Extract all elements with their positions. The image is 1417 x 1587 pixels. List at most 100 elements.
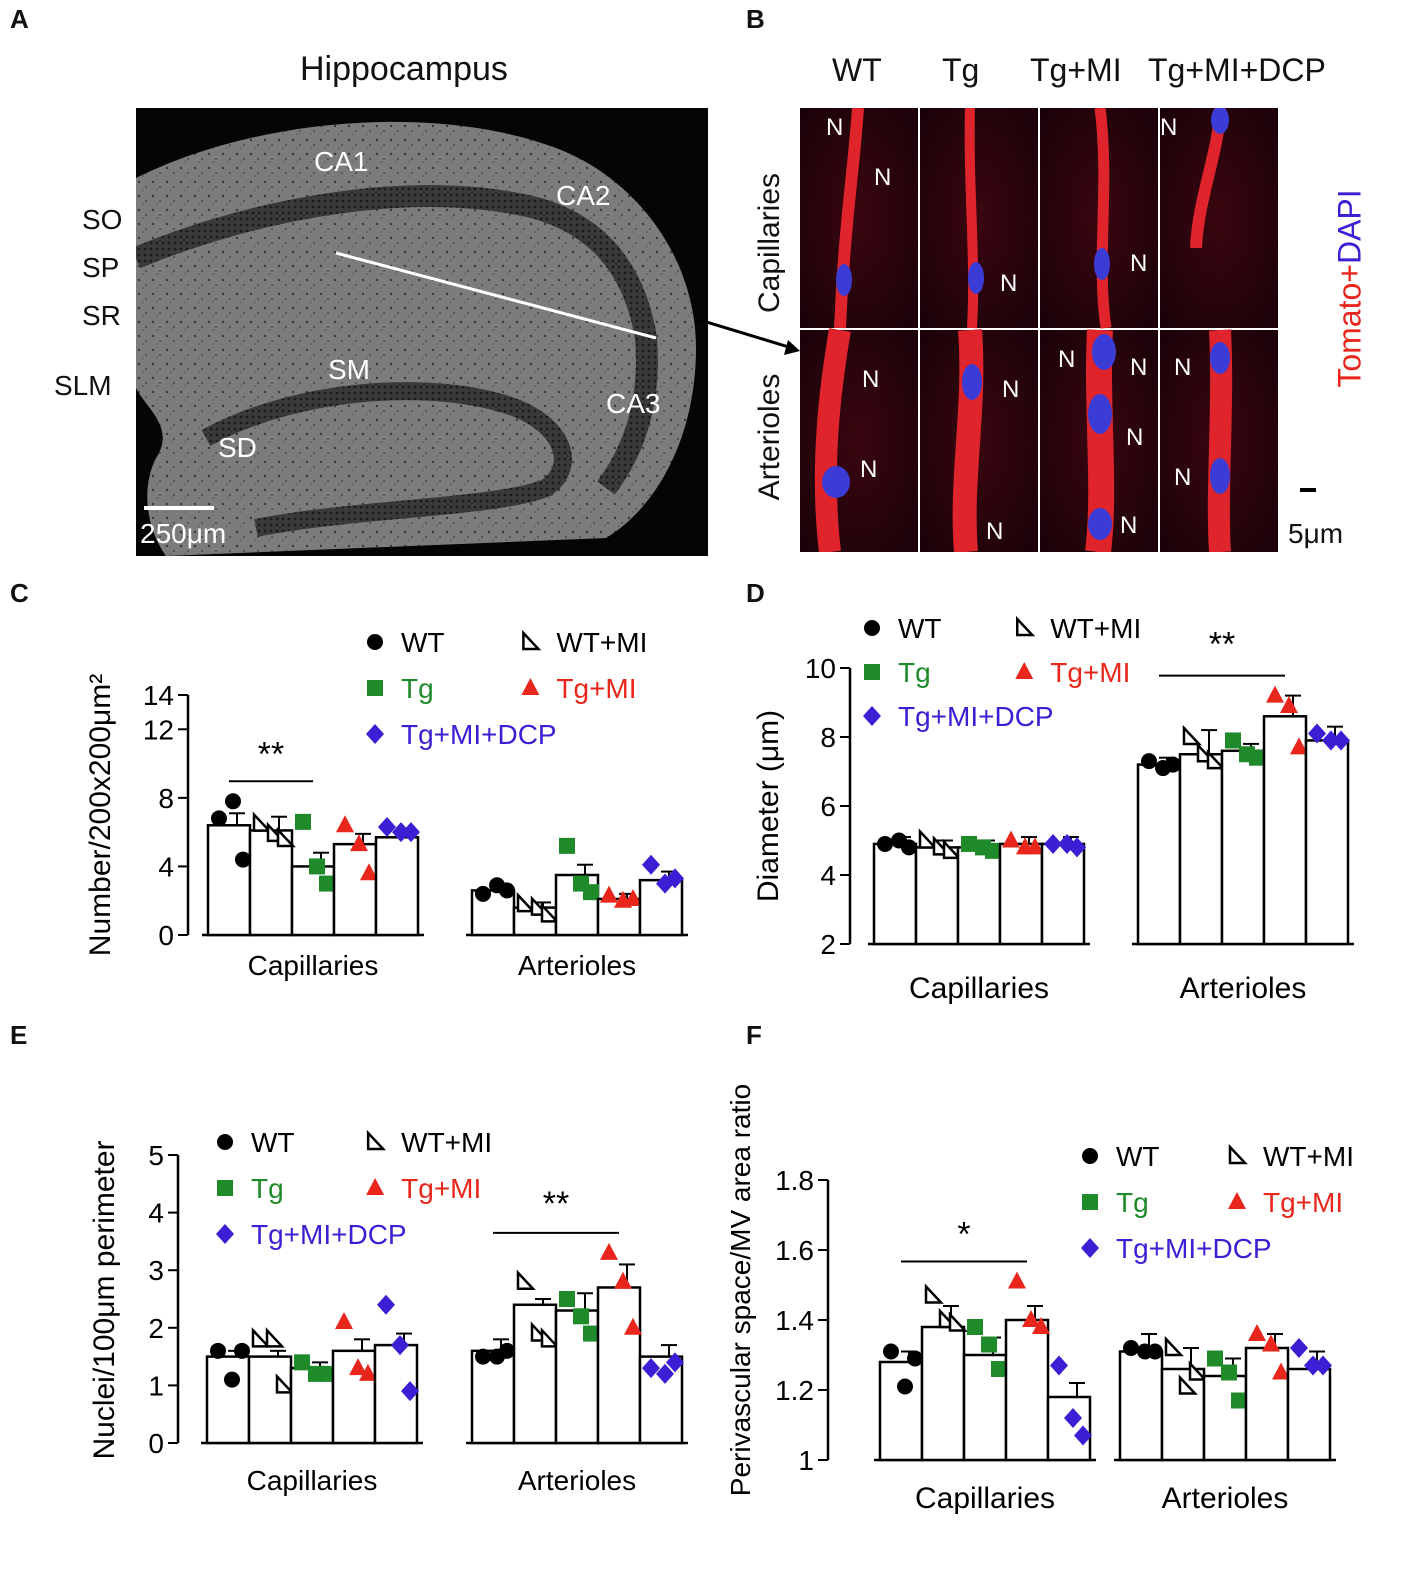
- nucleus-label: N: [862, 366, 880, 393]
- hippocampus-drawing: [136, 121, 696, 556]
- point-tgmi: [1266, 685, 1284, 703]
- y-tick-label: 1.6: [775, 1235, 814, 1266]
- legend-label-tgmi: Tg+MI: [401, 1173, 481, 1204]
- panel-letter-f: F: [746, 1020, 762, 1050]
- y-tick-label: 0: [158, 920, 174, 951]
- bar-tg: [1220, 749, 1266, 946]
- legend-marker-tgmi: [1228, 1192, 1246, 1209]
- chart-d: 2 4 6 8 10 Diameter (μm) Capillaries Arterioles…: [752, 613, 1354, 1005]
- point-tgmi: [614, 1271, 632, 1289]
- region-label-sd: SD: [218, 432, 257, 463]
- point-tgmi: [624, 1317, 642, 1335]
- point-wtmi: [540, 902, 560, 923]
- panel-letter-b: B: [746, 4, 765, 34]
- bar-wtmi: [248, 829, 294, 937]
- bar-wtmi: [920, 1325, 966, 1462]
- legend-label-wtmi: WT+MI: [1263, 1141, 1354, 1172]
- y-tick-label: 1.2: [775, 1375, 814, 1406]
- legend-label-wtmi: WT+MI: [401, 1127, 492, 1158]
- point-tgmi: [1272, 1362, 1290, 1380]
- legend-marker-tgmi: [521, 678, 540, 695]
- bar-wt: [1118, 1350, 1164, 1462]
- legend-label-tgmidcp: Tg+MI+DCP: [898, 701, 1054, 732]
- bar-tgmi: [998, 842, 1044, 946]
- y-tick-label: 1: [148, 1370, 164, 1401]
- point-wtmi: [948, 1311, 968, 1332]
- nucleus-label: N: [826, 114, 844, 141]
- y-tick-label: 6: [820, 791, 836, 822]
- bar-tgmi: [332, 842, 378, 937]
- legend-label-tgmi: Tg+MI: [1263, 1187, 1343, 1218]
- row-label-capillaries: Capillaries: [753, 172, 786, 314]
- legend-marker-tgmidcp: [863, 706, 881, 726]
- panel-letter-d: D: [746, 578, 765, 608]
- point-tg: [961, 835, 977, 852]
- bar-tgmidcp: [1286, 1367, 1332, 1462]
- y-tick-label: 4: [158, 851, 174, 882]
- nucleus-label: N: [860, 456, 878, 483]
- legend-label-tg: Tg: [401, 673, 434, 704]
- category-label: Arterioles: [518, 950, 636, 981]
- category-label: Capillaries: [909, 972, 1049, 1005]
- bar-tgmidcp: [1040, 842, 1086, 946]
- point-tg: [294, 1354, 310, 1371]
- point-wt: [1165, 756, 1181, 773]
- layer-label-slm: SLM: [54, 370, 112, 401]
- legend-marker-wtmi: [366, 1129, 387, 1151]
- point-wt: [1141, 753, 1157, 770]
- layer-label-so: SO: [82, 204, 123, 235]
- point-wt: [225, 793, 241, 810]
- chart-e: 0 1 2 3 4 5 Nuclei/100μm perimeter Capillaries A…: [88, 1127, 688, 1496]
- legend-label-tg: Tg: [251, 1173, 284, 1204]
- point-tg: [967, 1319, 983, 1335]
- tile-row-1: [800, 108, 1278, 328]
- point-tgmi: [336, 815, 354, 833]
- y-tick-label: 8: [820, 722, 836, 753]
- bar-tgmi: [1004, 1318, 1050, 1462]
- legend-marker-wtmi: [1016, 615, 1036, 637]
- significance-label: **: [543, 1185, 569, 1223]
- legend-label-wt: WT: [1116, 1141, 1160, 1172]
- scale-bar-b: [1300, 488, 1316, 492]
- legend-marker-tgmi: [1015, 662, 1034, 679]
- point-tgmidcp: [1064, 1408, 1082, 1428]
- bar-wt: [1136, 763, 1182, 946]
- bar-tgmidcp: [638, 878, 684, 937]
- panel-letter-c: C: [10, 578, 29, 608]
- nucleus-label: N: [1174, 464, 1192, 491]
- point-tgmi: [600, 885, 618, 903]
- significance-label: **: [258, 735, 284, 773]
- point-tgmidcp: [1044, 833, 1062, 854]
- point-tg: [985, 842, 1001, 859]
- nucleus-label: N: [1174, 354, 1192, 381]
- point-tgmidcp: [1304, 1355, 1322, 1376]
- point-wt: [1147, 1343, 1163, 1360]
- nucleus-label: N: [986, 518, 1004, 545]
- bar-wt: [206, 824, 252, 937]
- legend-label-tgmi: Tg+MI: [1050, 657, 1130, 688]
- legend-marker-wtmi: [522, 629, 542, 651]
- col-label-tgmidcp: Tg+MI+DCP: [1148, 52, 1326, 88]
- category-label: Arterioles: [518, 1465, 636, 1496]
- point-tgmidcp: [1332, 730, 1350, 751]
- legend-marker-wt: [367, 634, 383, 650]
- fluorescence-grid: N N N N N N N N N N N N N N N: [800, 108, 1278, 552]
- nucleus-label: N: [1126, 424, 1144, 451]
- nucleus-label: N: [874, 164, 892, 191]
- point-tgmidcp: [1050, 1355, 1068, 1376]
- bar-tgmi: [331, 1349, 377, 1445]
- point-tgmi: [624, 889, 642, 906]
- legend-marker-tg: [864, 664, 880, 680]
- point-wtmi: [942, 838, 962, 860]
- point-tg: [1207, 1350, 1223, 1367]
- point-wtmi: [1188, 1360, 1208, 1381]
- legend-marker-tg: [1082, 1194, 1098, 1210]
- point-tg: [1225, 732, 1241, 749]
- point-tgmidcp: [656, 1363, 674, 1384]
- point-wt: [475, 1348, 491, 1365]
- bar-tgmidcp: [1304, 739, 1350, 946]
- point-wtmi: [516, 891, 536, 913]
- panel-a: Hippocampus: [0, 0, 800, 570]
- bar-tgmi: [596, 1286, 642, 1445]
- point-wt: [235, 851, 251, 868]
